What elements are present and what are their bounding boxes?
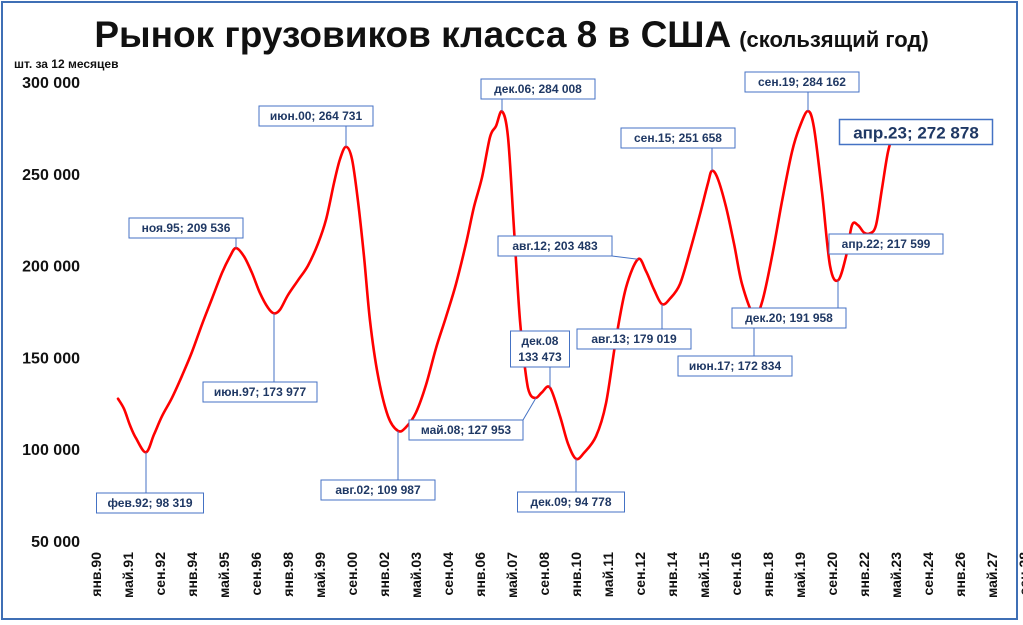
annotation-label: апр.23; 272 878 — [853, 124, 979, 143]
x-tick-label: янв.14 — [664, 552, 680, 597]
x-tick-label: янв.94 — [184, 552, 200, 597]
annotation-label: апр.22; 217 599 — [842, 237, 931, 251]
x-tick-label: сен.20 — [824, 552, 840, 596]
x-tick-label: янв.22 — [856, 552, 872, 597]
annotation-label: июн.00; 264 731 — [270, 109, 363, 123]
annotation-label: сен.19; 284 162 — [758, 75, 846, 89]
x-tick-label: сен.24 — [920, 552, 936, 596]
x-tick-label: янв.18 — [760, 552, 776, 597]
annotation-box — [620, 127, 736, 149]
y-tick-label: 100 000 — [22, 442, 80, 459]
y-tick-label: 50 000 — [31, 534, 80, 551]
x-tick-label: янв.10 — [568, 552, 584, 597]
x-tick-label: май.99 — [312, 552, 328, 598]
x-tick-label: янв.06 — [472, 552, 488, 597]
annotation-box — [744, 71, 860, 93]
x-tick-label: май.07 — [504, 552, 520, 598]
annotation-box — [128, 217, 244, 239]
x-tick-label: сен.04 — [440, 552, 456, 596]
annotation-box — [408, 419, 524, 441]
x-tick-label: янв.90 — [88, 552, 104, 597]
plot-area — [116, 109, 896, 461]
x-tick-label: май.23 — [888, 552, 904, 598]
annotation-box — [96, 492, 204, 514]
chart-subtitle: (скользящий год) — [739, 27, 929, 52]
annotation-box — [258, 105, 374, 127]
annotation-box — [320, 479, 436, 501]
x-tick-label: май.27 — [984, 552, 1000, 598]
x-tick-label: сен.92 — [152, 552, 168, 596]
annotation-box — [731, 307, 847, 329]
x-tick-label: май.91 — [120, 552, 136, 598]
annotation-label: ноя.95; 209 536 — [142, 221, 231, 235]
chart-title-block: Рынок грузовиков класса 8 в США (скользящ… — [0, 14, 1023, 56]
annotation-label: авг.12; 203 483 — [512, 239, 598, 253]
annotation-label: дек.06; 284 008 — [494, 82, 582, 96]
x-tick-label: янв.26 — [952, 552, 968, 597]
annotation-label: июн.17; 172 834 — [689, 359, 782, 373]
x-tick-label: май.03 — [408, 552, 424, 598]
annotation-label: авг.13; 179 019 — [591, 332, 677, 346]
annotation-box — [677, 355, 793, 377]
x-tick-label: май.15 — [696, 552, 712, 598]
annotation-box — [828, 233, 944, 255]
annotations: фев.92; 98 319 ноя.95; 209 536 июн.97; 173… — [96, 71, 994, 514]
x-tick-label: янв.98 — [280, 552, 296, 597]
y-tick-label: 300 000 — [22, 75, 80, 92]
x-tick-label: сен.12 — [632, 552, 648, 596]
annotation-box — [576, 328, 692, 350]
annotation-leader — [611, 255, 639, 260]
annotation-box — [510, 330, 570, 368]
y-tick-label: 150 000 — [22, 350, 80, 367]
x-tick-label: май.19 — [792, 552, 808, 598]
chart-title: Рынок грузовиков класса 8 в США — [94, 14, 732, 55]
y-tick-label: 200 000 — [22, 259, 80, 276]
annotation-box — [202, 381, 318, 403]
x-tick-label: май.11 — [600, 552, 616, 597]
annotation-label: сен.15; 251 658 — [634, 131, 722, 145]
annotation-label: дек.09; 94 778 — [530, 495, 611, 509]
x-tick-label: сен.96 — [248, 552, 264, 596]
y-axis: 50 000 100 000 150 000 200 000 250 000 300 00… — [22, 75, 80, 551]
annotation-box — [838, 118, 994, 146]
y-tick-label: 250 000 — [22, 167, 80, 184]
x-tick-label: май.95 — [216, 552, 232, 598]
annotation-box — [480, 78, 596, 100]
x-tick-label: сен.00 — [344, 552, 360, 596]
y-axis-unit-label: шт. за 12 месяцев — [14, 57, 119, 71]
x-tick-label: сен.28 — [1016, 552, 1023, 596]
annotation-label: дек.08 — [522, 334, 559, 348]
annotation-label: июн.97; 173 977 — [214, 385, 307, 399]
annotation-label: фев.92; 98 319 — [107, 496, 192, 510]
annotation-leader — [522, 397, 537, 421]
x-tick-label: янв.02 — [376, 552, 392, 597]
x-tick-label: сен.16 — [728, 552, 744, 596]
annotation-box — [517, 491, 625, 513]
annotation-label: 133 473 — [518, 350, 562, 364]
series-line — [116, 109, 896, 461]
annotation-label: дек.20; 191 958 — [745, 311, 833, 325]
annotation-label: авг.02; 109 987 — [335, 483, 421, 497]
annotation-label: май.08; 127 953 — [421, 423, 511, 437]
annotation-box — [497, 235, 613, 257]
x-axis: янв.90 май.91 сен.92 янв.94 май.95 сен.96 янв.… — [88, 552, 1023, 598]
x-tick-label: сен.08 — [536, 552, 552, 596]
